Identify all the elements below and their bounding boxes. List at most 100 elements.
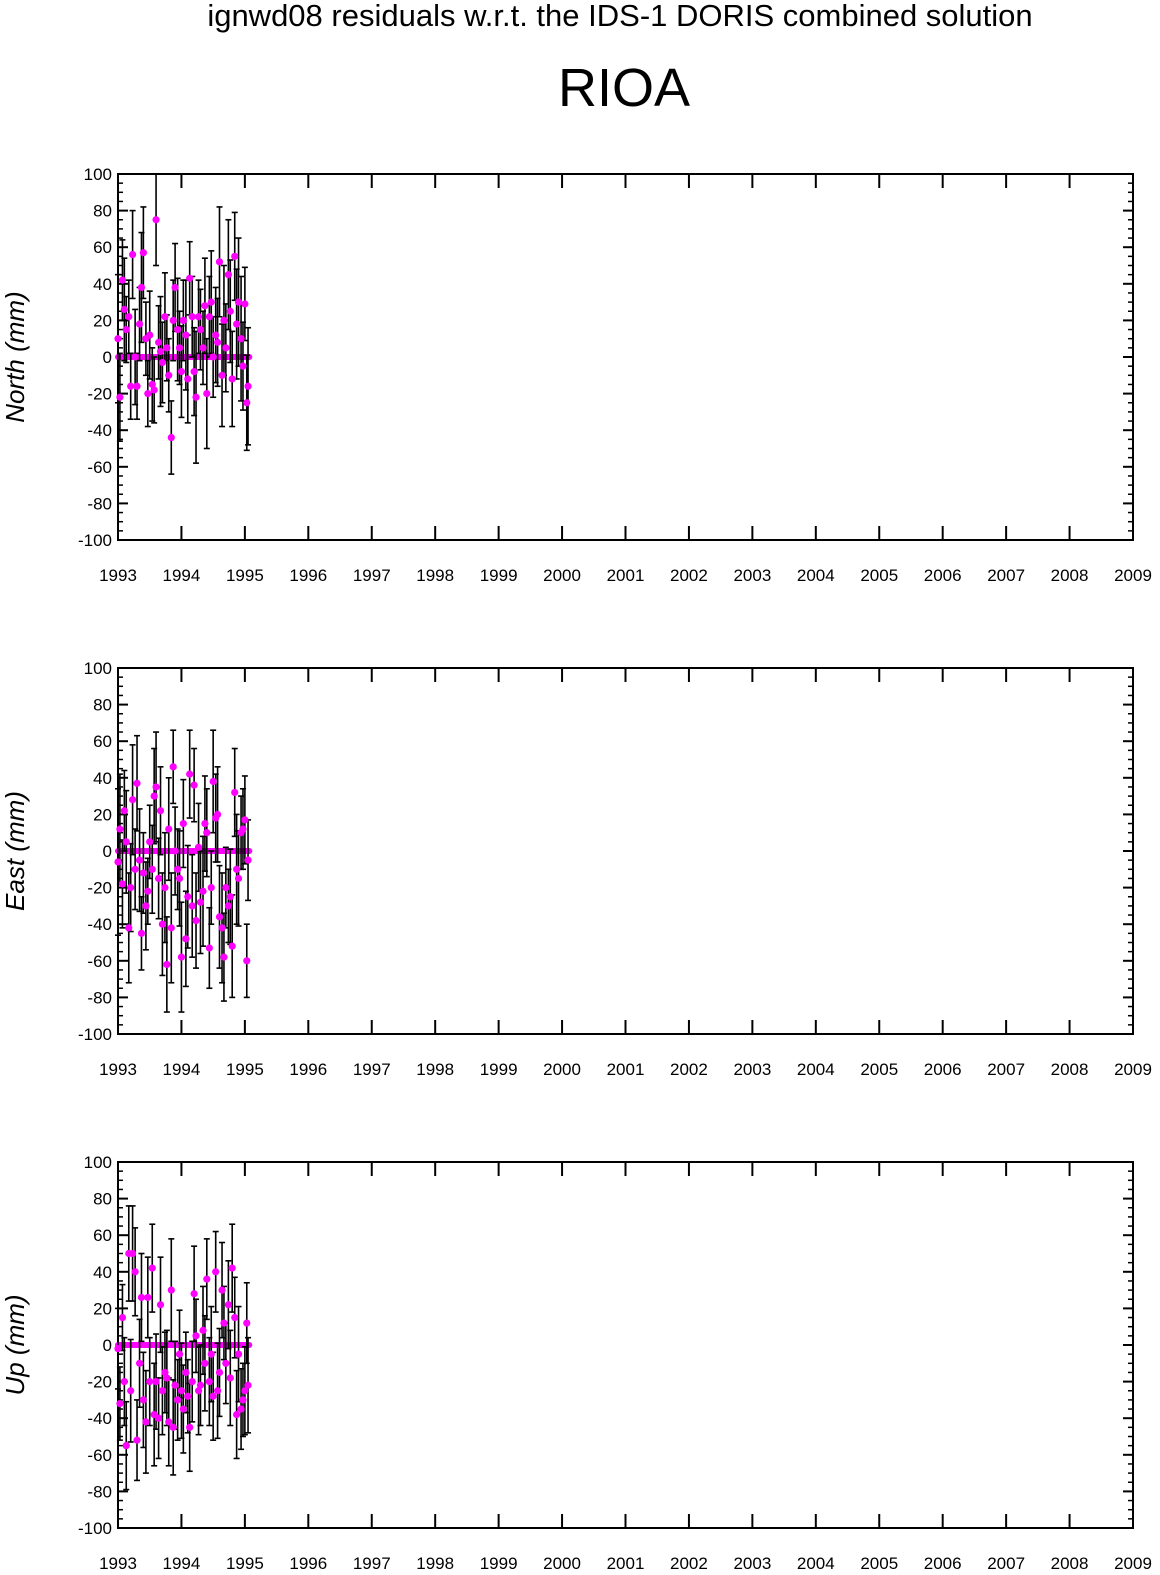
data-point bbox=[122, 1442, 130, 1450]
x-tick-label: 2008 bbox=[1051, 1060, 1089, 1079]
data-point bbox=[144, 1293, 152, 1302]
data-point bbox=[188, 1378, 196, 1386]
data-point bbox=[175, 344, 184, 352]
data-point bbox=[203, 390, 211, 398]
x-tick-label: 2000 bbox=[543, 1060, 581, 1079]
x-tick-label: 2002 bbox=[670, 566, 708, 585]
data-point bbox=[186, 770, 194, 778]
data-point bbox=[122, 325, 130, 334]
y-tick-label: -80 bbox=[87, 1482, 112, 1501]
data-point bbox=[174, 1396, 182, 1404]
data-point bbox=[234, 874, 243, 883]
y-tick-label: 20 bbox=[93, 805, 112, 824]
data-point bbox=[192, 916, 200, 925]
data-point bbox=[128, 796, 137, 804]
data-point bbox=[222, 344, 230, 352]
x-tick-label: 2008 bbox=[1051, 566, 1089, 585]
y-tick-label: 60 bbox=[93, 732, 112, 751]
data-point bbox=[224, 271, 232, 279]
data-point bbox=[179, 819, 187, 828]
data-point bbox=[171, 1381, 179, 1389]
data-point bbox=[155, 874, 163, 883]
data-point bbox=[171, 847, 179, 855]
data-point bbox=[174, 325, 182, 334]
figure-title: ignwd08 residuals w.r.t. the IDS-1 DORIS… bbox=[207, 0, 1033, 33]
x-tick-label: 1996 bbox=[289, 1060, 327, 1079]
data-point bbox=[226, 307, 234, 315]
data-point bbox=[131, 353, 139, 361]
x-tick-label: 1999 bbox=[480, 1060, 518, 1079]
data-point bbox=[161, 313, 169, 321]
x-tick-label: 2004 bbox=[797, 1554, 835, 1573]
x-tick-label: 1999 bbox=[480, 566, 518, 585]
y-tick-label: 20 bbox=[93, 1299, 112, 1318]
x-tick-label: 1998 bbox=[416, 566, 454, 585]
data-point bbox=[177, 1387, 186, 1395]
x-tick-label: 2002 bbox=[670, 1060, 708, 1079]
x-tick-label: 1996 bbox=[289, 1554, 327, 1573]
y-tick-label: 80 bbox=[93, 202, 112, 221]
x-tick-label: 2007 bbox=[987, 1554, 1025, 1573]
data-point bbox=[218, 924, 226, 932]
data-point bbox=[163, 1374, 171, 1382]
data-point bbox=[161, 1368, 169, 1377]
data-point bbox=[116, 1399, 124, 1408]
data-point bbox=[209, 777, 217, 786]
data-point bbox=[220, 953, 228, 961]
data-point bbox=[152, 1378, 160, 1386]
data-point bbox=[207, 298, 215, 306]
data-point bbox=[146, 1378, 154, 1386]
data-point bbox=[201, 1359, 209, 1367]
data-point bbox=[127, 382, 135, 390]
data-point bbox=[239, 362, 247, 370]
y-tick-label: -40 bbox=[87, 1409, 112, 1428]
data-point bbox=[222, 884, 230, 892]
data-point bbox=[226, 893, 234, 901]
y-tick-label: -80 bbox=[87, 494, 112, 513]
y-tick-label: 100 bbox=[84, 165, 112, 184]
x-tick-label: 2008 bbox=[1051, 1554, 1089, 1573]
data-point bbox=[213, 338, 222, 346]
y-tick-label: 60 bbox=[93, 238, 112, 257]
y-tick-label: 20 bbox=[93, 311, 112, 330]
data-point bbox=[186, 1423, 194, 1431]
data-point bbox=[156, 347, 165, 356]
y-tick-label: 0 bbox=[103, 348, 112, 367]
data-point bbox=[190, 1290, 198, 1298]
x-tick-label: 2001 bbox=[607, 1060, 645, 1079]
data-point bbox=[133, 382, 141, 390]
x-tick-label: 1999 bbox=[480, 1554, 518, 1573]
data-point bbox=[190, 781, 198, 789]
data-point bbox=[226, 1374, 234, 1382]
data-point bbox=[169, 316, 177, 324]
data-point bbox=[135, 856, 144, 864]
x-tick-label: 1994 bbox=[163, 1554, 201, 1573]
y-tick-label: -60 bbox=[87, 1446, 112, 1465]
y-axis-label: Up (mm) bbox=[0, 1294, 30, 1395]
y-tick-label: 40 bbox=[93, 275, 112, 294]
data-point bbox=[144, 887, 152, 895]
data-point bbox=[167, 433, 175, 442]
x-tick-label: 2005 bbox=[860, 1060, 898, 1079]
data-point bbox=[165, 825, 173, 833]
data-point bbox=[224, 902, 232, 910]
data-point bbox=[209, 353, 217, 361]
data-point bbox=[135, 320, 144, 328]
data-point bbox=[222, 1359, 230, 1367]
y-tick-label: -40 bbox=[87, 915, 112, 934]
data-point bbox=[212, 1268, 220, 1276]
data-point bbox=[192, 393, 200, 401]
data-point bbox=[150, 792, 158, 800]
data-point bbox=[177, 953, 186, 961]
data-point bbox=[215, 258, 224, 266]
x-tick-label: 2006 bbox=[924, 1554, 962, 1573]
data-point bbox=[139, 1396, 147, 1404]
data-point bbox=[244, 382, 252, 390]
data-point bbox=[196, 1381, 205, 1389]
data-point bbox=[161, 884, 169, 892]
data-point bbox=[165, 371, 173, 379]
data-point bbox=[231, 1313, 239, 1322]
data-point bbox=[139, 869, 147, 877]
x-tick-label: 1993 bbox=[99, 1060, 137, 1079]
data-point bbox=[167, 924, 175, 932]
